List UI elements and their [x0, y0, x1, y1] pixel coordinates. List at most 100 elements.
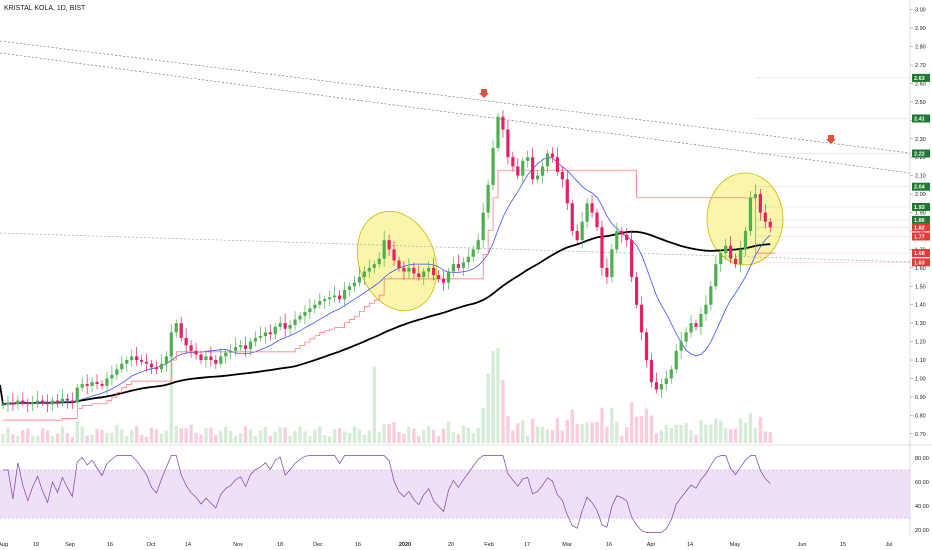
volume-bar — [436, 435, 441, 443]
candle — [709, 281, 713, 310]
volume-bar — [639, 415, 644, 443]
candle-body — [674, 350, 678, 370]
candle-body — [714, 264, 718, 287]
rsi-band — [0, 470, 910, 518]
candle — [684, 327, 688, 349]
candle-body — [397, 260, 401, 268]
candle-body — [159, 363, 163, 370]
candle-body — [333, 295, 337, 298]
candle-body — [555, 157, 559, 172]
candle — [654, 372, 658, 394]
volume-bar — [491, 350, 495, 443]
candle — [11, 392, 15, 411]
volume-bar — [669, 427, 673, 443]
candle-body — [219, 356, 223, 364]
candle — [65, 393, 69, 409]
candle — [273, 323, 277, 340]
candle-body — [486, 184, 490, 213]
candle-body — [80, 383, 84, 388]
time-tick-label: Aug — [0, 542, 8, 548]
volume-bar — [694, 434, 698, 443]
candle — [427, 261, 431, 279]
price-label-text: 2.41 — [914, 116, 925, 122]
candle-body — [323, 299, 327, 302]
time-tick-label: 16 — [606, 542, 612, 548]
candle-body — [100, 383, 104, 386]
candle — [209, 346, 213, 367]
volume-bar — [134, 426, 139, 443]
candle-body — [550, 153, 555, 158]
candle-body — [476, 240, 480, 250]
candle-body — [427, 267, 431, 272]
price-tick-label: 2.70 — [915, 63, 926, 69]
time-tick-label: 18 — [277, 542, 283, 548]
rsi-tick-label: 80.00 — [915, 456, 929, 462]
volume-bar — [268, 435, 272, 443]
volume-bar — [516, 423, 520, 443]
volume-bar — [748, 412, 753, 443]
candle — [154, 360, 159, 375]
candle — [432, 258, 436, 281]
time-axis[interactable]: Aug19Sep16Oct14Nov18Dec16202020Feb17Mar1… — [0, 542, 893, 548]
candle — [545, 149, 550, 174]
price-tick-label: 1.50 — [915, 284, 926, 290]
candle-body — [377, 258, 381, 265]
time-tick-label: Dec — [313, 542, 323, 548]
volume-bar — [629, 402, 634, 443]
volume-bar — [347, 433, 352, 443]
candle — [26, 398, 30, 413]
candle-body — [545, 153, 550, 167]
volume-bar — [471, 433, 475, 443]
rsi-pane: 80.00 60.00 40.00 20.00 — [0, 455, 929, 534]
candle-body — [753, 194, 757, 198]
candle-body — [362, 271, 366, 278]
candle-body — [243, 345, 248, 349]
candle-body — [644, 332, 649, 361]
volume-bar — [392, 422, 396, 443]
candle-body — [21, 400, 25, 403]
candle — [441, 270, 446, 291]
candle — [234, 337, 238, 356]
volume-bar — [719, 420, 723, 443]
candle — [80, 377, 84, 392]
volume-bar — [16, 435, 20, 443]
candle-body — [26, 402, 30, 405]
volume-bar — [535, 426, 540, 443]
candle-body — [734, 258, 738, 265]
candle-body — [140, 360, 144, 362]
arrow-down-icon-may — [826, 135, 836, 144]
candle-body — [248, 341, 253, 349]
volume-bar — [560, 430, 565, 443]
volume-bar — [224, 426, 228, 443]
candle — [115, 364, 119, 380]
candle-body — [595, 212, 599, 228]
candle-body — [367, 267, 371, 272]
price-label-text: 2.63 — [914, 76, 925, 82]
candle — [308, 298, 312, 319]
candle-body — [654, 382, 658, 390]
volume-bar — [600, 408, 604, 443]
candle — [446, 267, 451, 290]
candle-body — [724, 245, 728, 254]
candle — [669, 365, 673, 384]
candle-body — [382, 240, 386, 259]
volume-bar — [70, 437, 74, 443]
candle-body — [461, 262, 465, 268]
candle — [184, 328, 188, 354]
candle — [189, 340, 193, 358]
volume-bar — [85, 435, 89, 443]
candle — [540, 158, 545, 184]
volume-bar — [229, 430, 233, 443]
volume-bar — [570, 409, 574, 443]
price-tick-label: 0.80 — [915, 413, 926, 419]
candle-body — [258, 336, 262, 338]
price-tick-label: 1.10 — [915, 358, 926, 364]
volume-bar — [412, 428, 416, 443]
candle — [724, 239, 728, 260]
volume-bar — [342, 431, 347, 443]
candle-body — [154, 367, 159, 370]
candle-body — [689, 323, 693, 333]
candle-body — [516, 166, 520, 176]
volume-bar — [189, 424, 193, 443]
volume-bar — [65, 433, 70, 443]
